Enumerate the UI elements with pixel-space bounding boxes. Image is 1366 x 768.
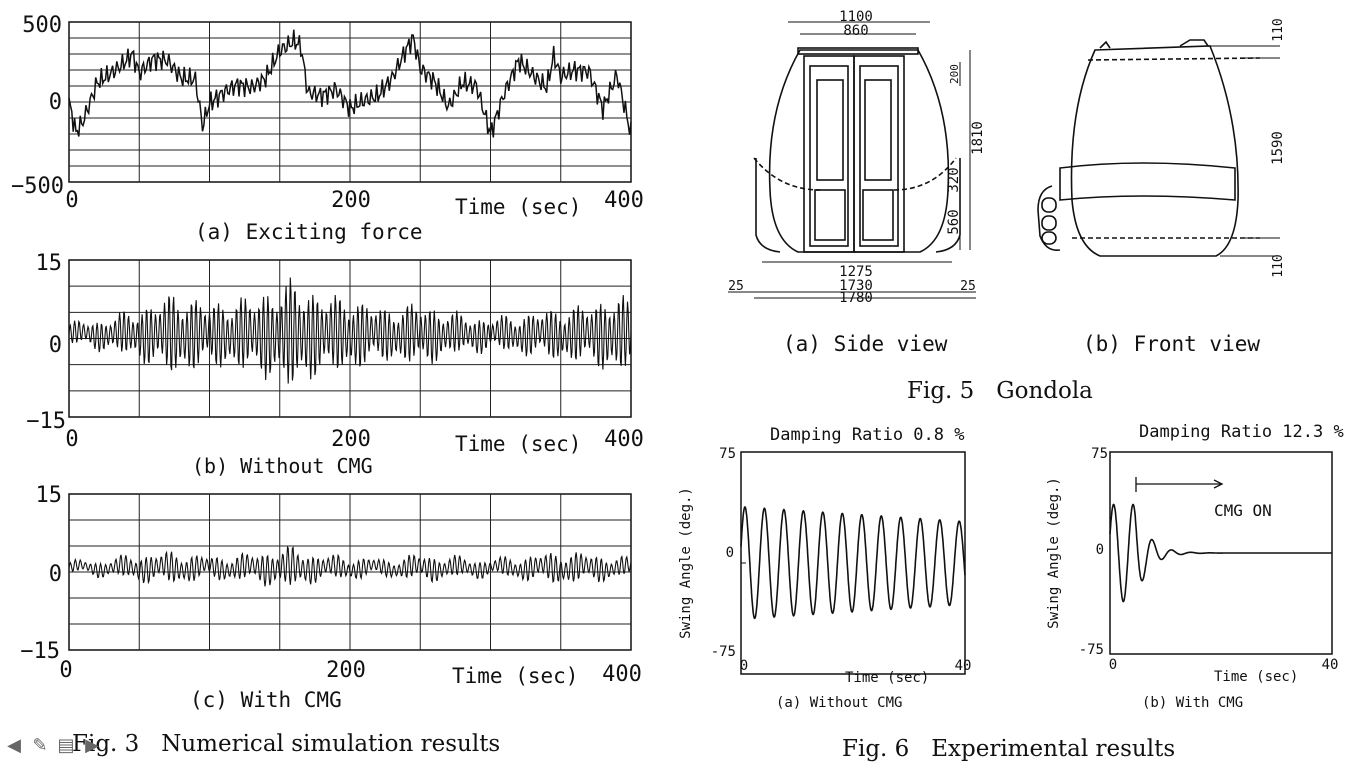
fig6-left-xtick-0: 0 (740, 658, 748, 674)
dim-25-right: 25 (960, 279, 976, 294)
panel-c-xtick-200: 200 (326, 658, 366, 683)
fig6-left-ytick-75: 75 (719, 446, 736, 462)
panel-b-xtick-200: 200 (331, 427, 371, 452)
fig6-left-caption: (a) Without CMG (776, 695, 902, 711)
panel-b-caption: (b) Without CMG (192, 454, 373, 478)
pencil-icon[interactable]: ✎ (32, 735, 48, 756)
fig6-right-plot: Damping Ratio 12.3 % CMG ON 75 0 -75 0 4… (1046, 422, 1344, 711)
gondola-front-view (1037, 39, 1261, 257)
fig5-gondola-drawing: 1100 860 200 1810 320 560 1275 1730 1780… (728, 9, 1286, 404)
cmg-on-annotation: CMG ON (1214, 501, 1272, 520)
panel-a-ymax-label: 500 (22, 13, 62, 38)
dim-1100: 1100 (839, 9, 873, 25)
panel-a-xtick-400: 400 (604, 188, 644, 213)
fig6-left-xlabel: Time (sec) (845, 670, 929, 686)
panel-c-xlabel: Time (sec) (452, 664, 578, 688)
gondola-side-view (753, 47, 961, 253)
viewer-nav-controls: ◀ ✎ ▤ ▶ (4, 736, 102, 756)
panel-b-ymax-label: 15 (36, 251, 63, 276)
front-view-dimensions (1210, 45, 1280, 257)
dim-1590: 1590 (1270, 131, 1286, 165)
document-icon[interactable]: ▤ (57, 735, 75, 756)
panel-a-xlabel: Time (sec) (455, 195, 581, 219)
fig6-right-xtick-40: 40 (1322, 657, 1339, 673)
cmg-on-arrow (1135, 477, 1224, 492)
side-view-caption: (a) Side view (783, 332, 948, 356)
panel-b-xtick-400: 400 (604, 427, 644, 452)
fig3-numerical-simulation: 500 0 −500 0 200 400 Time (sec) (a) Exci… (11, 13, 644, 757)
panel-a-xtick-0: 0 (65, 188, 78, 213)
next-arrow-icon[interactable]: ▶ (85, 735, 99, 756)
fig6-right-ytick-neg75: -75 (1079, 642, 1104, 658)
exciting-force-series-line (68, 29, 632, 138)
fig6-right-ylabel: Swing Angle (deg.) (1046, 477, 1062, 629)
dim-560: 560 (946, 209, 962, 234)
front-view-caption: (b) Front view (1083, 332, 1260, 356)
panel-c-xtick-0: 0 (59, 658, 72, 683)
fig6-right-xlabel: Time (sec) (1214, 669, 1298, 685)
dim-320: 320 (946, 167, 962, 192)
fig6-right-ytick-0: 0 (1096, 542, 1104, 558)
fig6-experimental-results: Damping Ratio 0.8 % 75 0 -75 0 40 Swing … (678, 422, 1344, 762)
previous-arrow-icon[interactable]: ◀ (7, 735, 21, 756)
fig6-left-frame (740, 451, 966, 675)
fig6-left-series-line (740, 505, 966, 620)
panel-a-ymin-label: −500 (11, 174, 64, 199)
fig6-right-ytick-75: 75 (1091, 446, 1108, 462)
fig6-left-title: Damping Ratio 0.8 % (770, 425, 964, 445)
side-view-dimensions (728, 21, 976, 299)
dim-1275: 1275 (839, 264, 873, 280)
fig6-left-xtick-40: 40 (955, 658, 972, 674)
panel-b-xlabel: Time (sec) (455, 432, 581, 456)
fig3-panel-c: 15 0 −15 0 200 400 Time (sec) (c) With C… (20, 483, 642, 712)
fig6-right-title: Damping Ratio 12.3 % (1139, 422, 1344, 442)
dim-25-left: 25 (728, 279, 744, 294)
fig6-right-xtick-0: 0 (1109, 657, 1117, 673)
fig6-left-ytick-neg75: -75 (711, 644, 736, 660)
dim-200: 200 (948, 64, 961, 84)
fig3-panel-a: 500 0 −500 0 200 400 Time (sec) (a) Exci… (11, 13, 644, 244)
panel-c-ymin-label: −15 (20, 639, 60, 664)
dim-1730: 1730 (839, 278, 873, 294)
without-cmg-series-line (68, 277, 632, 384)
panel-b-ymid-label: 0 (49, 333, 62, 358)
panel-a-caption: (a) Exciting force (195, 220, 423, 244)
panel-a-xtick-200: 200 (331, 188, 371, 213)
fig6-left-plot: Damping Ratio 0.8 % 75 0 -75 0 40 Swing … (678, 425, 971, 711)
fig6-left-ytick-0: 0 (726, 545, 734, 561)
panel-b-xtick-0: 0 (65, 427, 78, 452)
fig5-caption: Fig. 5 Gondola (907, 378, 1093, 404)
dim-860: 860 (843, 23, 868, 39)
panel-c-ymid-label: 0 (49, 562, 62, 587)
fig3-panel-b: 15 0 −15 0 200 400 Time (sec) (b) Withou… (26, 251, 644, 478)
with-cmg-series-line (68, 545, 632, 587)
panel-c-xtick-400: 400 (602, 662, 642, 687)
panel-b-ymin-label: −15 (26, 409, 66, 434)
fig6-caption: Fig. 6 Experimental results (842, 736, 1175, 762)
dim-1810: 1810 (970, 121, 986, 155)
dim-110-bottom: 110 (1271, 254, 1286, 277)
dim-110-top: 110 (1271, 18, 1286, 41)
fig3-caption: Fig. 3 Numerical simulation results (72, 731, 500, 757)
panel-a-ymid-label: 0 (49, 90, 62, 115)
panel-c-caption: (c) With CMG (190, 688, 342, 712)
fig6-right-series-line (1109, 503, 1332, 603)
fig6-left-ylabel: Swing Angle (deg.) (678, 487, 694, 639)
panel-c-ymax-label: 15 (36, 483, 63, 508)
fig6-right-caption: (b) With CMG (1142, 695, 1243, 711)
dim-1780: 1780 (839, 290, 873, 306)
